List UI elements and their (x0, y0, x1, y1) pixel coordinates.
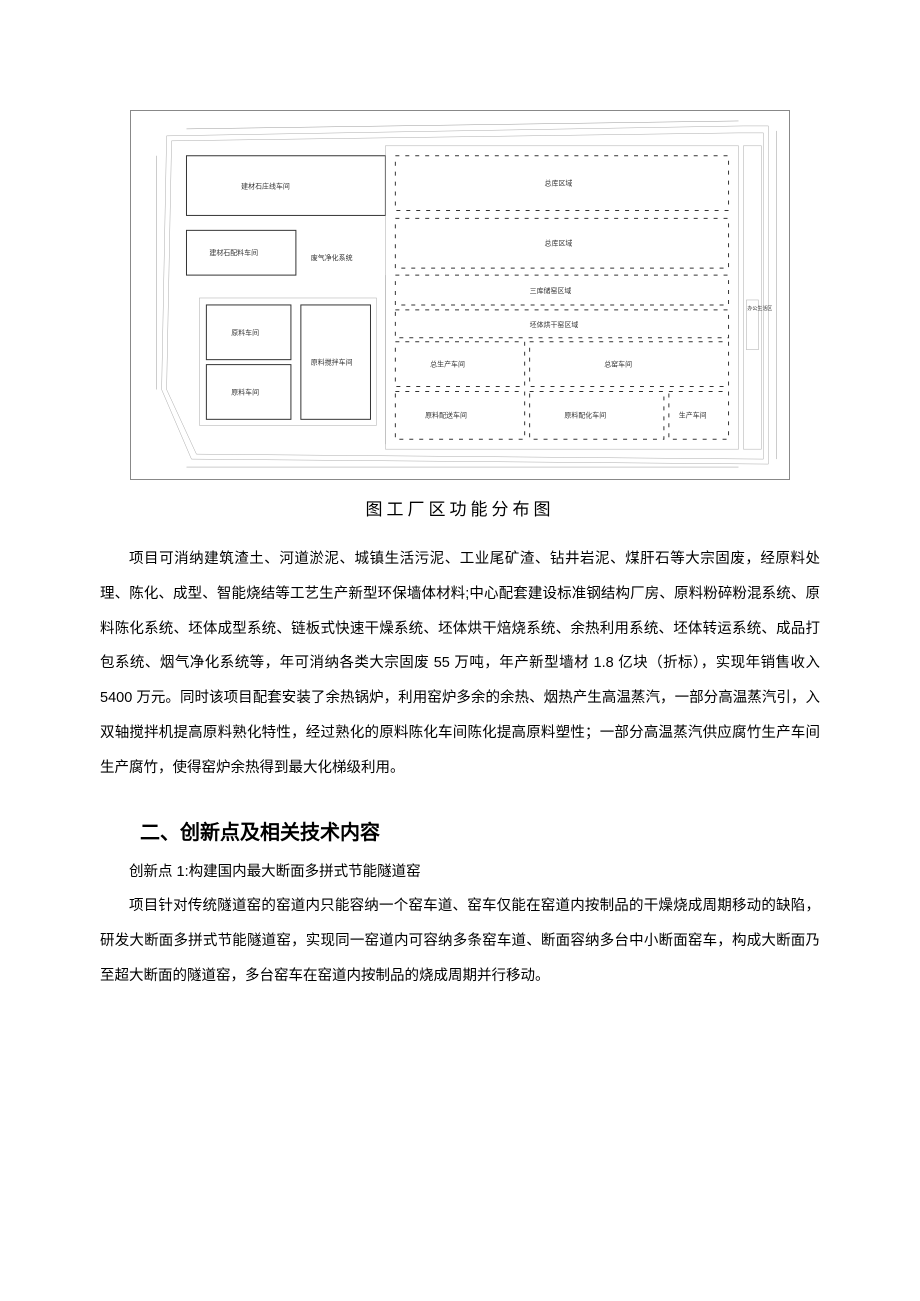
label-m: 原料配送车间 (425, 410, 467, 419)
dim-top (186, 121, 738, 129)
label-o: 生产车间 (679, 410, 707, 419)
paragraph-1: 项目可消纳建筑渣土、河道淤泥、城镇生活污泥、工业尾矿渣、钻井岩泥、煤肝石等大宗固… (100, 542, 820, 786)
label-a: 建材石庄线车间 (241, 182, 290, 191)
label-h: 总库区域 (545, 238, 573, 247)
site-boundary-inner (167, 133, 764, 459)
label-e: 原料车间 (231, 387, 259, 396)
factory-layout-diagram: 建材石庄线车间 建材石配料车间 废气净化系统 原料车间 原料车间 原料搅拌车间 … (130, 110, 790, 480)
right-strip (743, 146, 761, 449)
label-j: 坯体烘干窑区域 (530, 320, 579, 329)
label-f: 原料搅拌车间 (311, 358, 353, 367)
right-frame (385, 146, 738, 449)
label-k: 总窑车间 (604, 360, 632, 369)
label-l: 总生产车间 (430, 360, 465, 369)
label-p: 办公生活区 (747, 305, 772, 312)
label-d: 原料车间 (231, 328, 259, 337)
label-c: 废气净化系统 (311, 253, 353, 262)
label-n: 原料配化车间 (564, 410, 606, 419)
diagram-svg: 建材石庄线车间 建材石配料车间 废气净化系统 原料车间 原料车间 原料搅拌车间 … (131, 111, 789, 479)
label-g: 总库区域 (545, 179, 573, 188)
diagram-caption: 图工厂区功能分布图 (100, 495, 820, 520)
section-2-heading: 二、创新点及相关技术内容 (100, 816, 820, 845)
innovation-1-sub: 创新点 1:构建国内最大断面多拼式节能隧道窑 (100, 855, 820, 890)
paragraph-2: 项目针对传统隧道窑的窑道内只能容纳一个窑车道、窑车仅能在窑道内按制品的干燥烧成周… (100, 889, 820, 993)
label-b: 建材石配料车间 (209, 248, 258, 257)
label-i: 三库储窑区域 (530, 286, 572, 295)
